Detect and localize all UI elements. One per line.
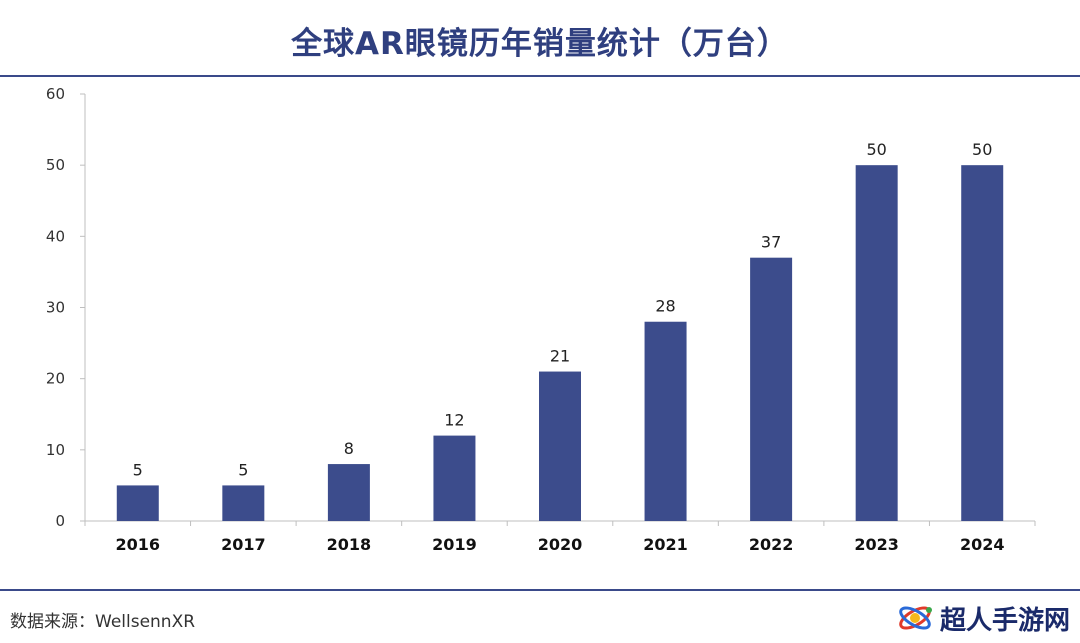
bar-2017 [222,485,265,521]
data-label-2018: 8 [344,439,354,458]
bar-2022 [750,257,793,521]
watermark-text: 超人手游网 [939,605,1070,636]
x-tick-label-2022: 2022 [749,535,794,554]
bar-2024 [961,165,1004,521]
footer-divider [0,589,1080,591]
x-tick-label-2024: 2024 [960,535,1005,554]
y-tick-label: 20 [46,370,65,388]
x-tick-label-2023: 2023 [854,535,899,554]
bar-2016 [116,485,159,521]
x-tick-label-2017: 2017 [221,535,266,554]
bar-chart: 0 10 20 30 40 50 60 5 2016 5 2017 8 2018 12 2019 21 2020… [46,85,1036,554]
data-label-2020: 21 [550,347,570,366]
bar-2023 [855,165,898,521]
x-tick-label-2016: 2016 [116,535,161,554]
x-tick-label-2021: 2021 [643,535,688,554]
y-tick-label: 30 [46,299,65,317]
data-source: 数据来源：WellsennXR [10,612,196,632]
data-label-2023: 50 [866,140,886,159]
y-tick-label: 40 [46,227,65,245]
y-tick-label: 60 [46,85,65,103]
bar-2020 [539,371,581,521]
y-tick-label: 0 [55,512,65,530]
y-tick-label: 50 [46,156,65,174]
x-tick-label-2018: 2018 [327,535,372,554]
data-label-2021: 28 [655,297,675,316]
bar-2018 [327,464,370,521]
chart-title: 全球AR眼镜历年销量统计（万台） [291,26,789,62]
data-label-2022: 37 [761,233,781,252]
y-tick-label: 10 [46,441,65,459]
watermark-logo: 超人手游网 [896,598,1070,638]
data-label-2016: 5 [133,460,143,479]
bar-2021 [644,321,687,521]
orbit-logo-icon [899,606,932,630]
data-label-2019: 12 [444,411,464,430]
bar-2019 [433,435,476,521]
title-divider [0,75,1080,77]
x-tick-label-2020: 2020 [538,535,583,554]
data-label-2017: 5 [238,460,248,479]
data-label-2024: 50 [972,140,992,159]
x-tick-label-2019: 2019 [432,535,477,554]
